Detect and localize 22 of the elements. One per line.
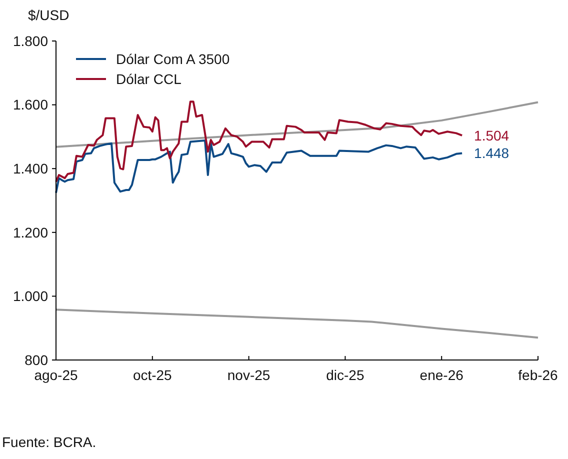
x-tick-label: oct-25	[132, 367, 172, 383]
y-axis-title: $/USD	[28, 7, 70, 23]
line-series	[55, 308, 539, 339]
y-tick-label: 1.600	[12, 96, 48, 113]
annotation: 1.504	[474, 127, 510, 144]
x-tick-label: dic-25	[326, 367, 364, 383]
y-tick-label: 1.200	[12, 224, 48, 240]
line-series	[55, 101, 539, 148]
source-note: Fuente: BCRA.	[2, 434, 96, 450]
legend-label: Dólar Com A 3500	[116, 50, 230, 67]
line-series	[55, 140, 464, 194]
line-series	[55, 100, 464, 183]
x-tick-label: ene-26	[420, 367, 464, 383]
y-tick-label: 1.800	[12, 32, 48, 49]
x-tick-label: feb-26	[518, 367, 558, 383]
y-tick-label: 1.000	[12, 288, 48, 304]
y-tick-label: 1.400	[12, 160, 48, 176]
annotation: 1.448	[474, 145, 510, 162]
x-tick-label: ago-25	[34, 367, 78, 383]
x-tick-label: nov-25	[227, 367, 270, 383]
legend-label: Dólar CCL	[116, 70, 182, 87]
y-tick-label: 800	[24, 352, 48, 368]
